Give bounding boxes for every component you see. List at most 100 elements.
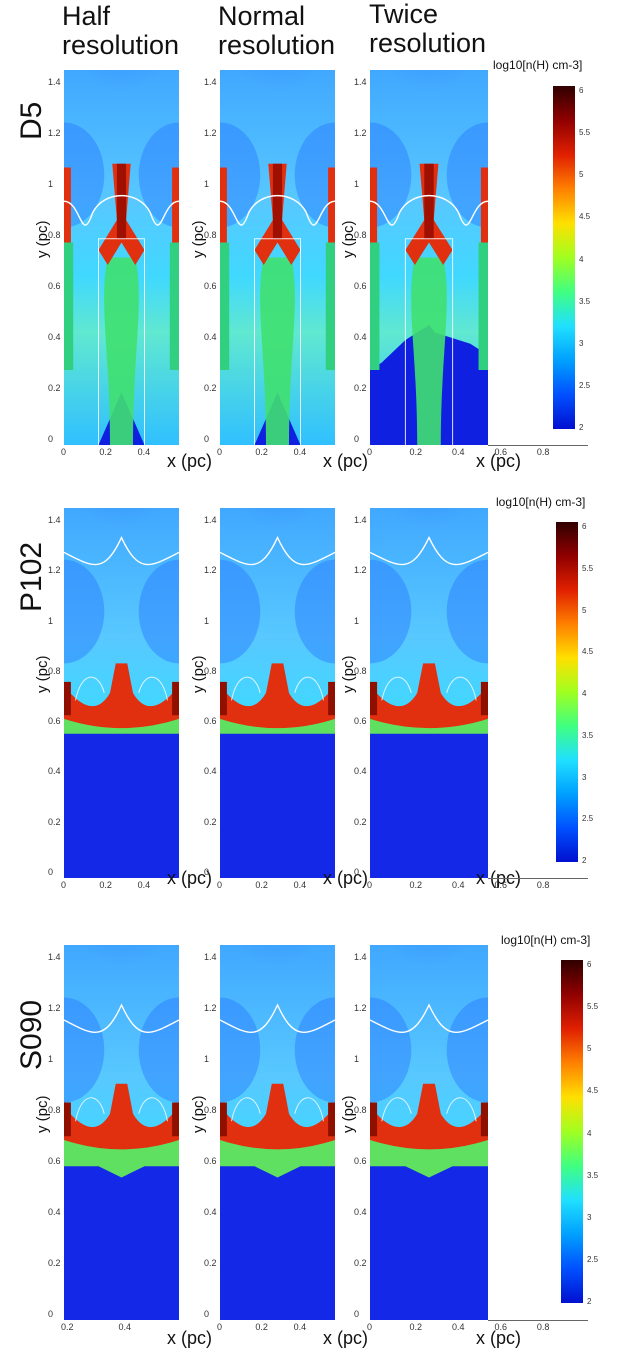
edge-clump-left: [220, 1102, 227, 1137]
y-axis-label: y (pc): [190, 1095, 207, 1133]
x-tick-label: 0.6: [494, 447, 507, 457]
x-axis-label: x (pc): [323, 868, 368, 888]
y-axis-label: y (pc): [190, 220, 207, 258]
y-tick-label: 1.4: [204, 515, 217, 525]
x-axis-extension: [488, 445, 588, 446]
shock-arc-right: [138, 997, 179, 1103]
y-tick-label: 1.2: [354, 565, 367, 576]
x-tick-label: 0: [367, 447, 373, 457]
dense-region: [370, 1166, 488, 1320]
y-axis-label: y (pc): [34, 220, 51, 258]
density-map-row0-col1: [220, 70, 335, 445]
shock-arc: [225, 945, 330, 1020]
edge-clump-right: [328, 681, 335, 716]
shock-arc-right: [446, 559, 488, 664]
shock-arc-right: [446, 997, 488, 1103]
x-axis-label: x (pc): [323, 451, 368, 471]
y-tick-label: 1.2: [48, 565, 61, 576]
y-tick-label: 1.4: [354, 515, 367, 525]
colorbar: [561, 960, 583, 1303]
y-tick-label: 1: [354, 1054, 360, 1064]
y-tick-label: 0.6: [204, 716, 217, 727]
contour-line: [64, 194, 179, 226]
density-map-row2-col2: [370, 945, 488, 1320]
contour-line: [220, 194, 335, 226]
y-tick-label: 1.4: [354, 77, 367, 87]
y-tick-label: 0: [48, 867, 54, 877]
edge-clump-right: [480, 1102, 488, 1137]
y-tick-label: 0.4: [354, 332, 367, 342]
y-tick-label: 0.4: [48, 332, 61, 342]
contour-line-inner: [254, 238, 301, 445]
colorbar-tick-label: 2: [587, 1297, 592, 1306]
contour-line: [370, 194, 488, 226]
y-tick-label: 0.4: [48, 1207, 61, 1217]
row-label-d5: D5: [15, 101, 48, 140]
side-pillar-left: [220, 242, 230, 370]
y-tick-label: 0: [354, 1309, 360, 1319]
colorbar: [556, 522, 578, 862]
contour-line-inner: [381, 676, 477, 701]
colorbar-tick-label: 3.5: [582, 730, 594, 740]
edge-clump-right: [172, 681, 179, 716]
y-tick-label: 0.4: [204, 332, 217, 342]
y-tick-label: 0.8: [354, 1105, 367, 1115]
colorbar-tick-label: 2.5: [579, 380, 591, 390]
y-tick-label: 0: [354, 434, 360, 444]
x-tick-label: 0.2: [409, 880, 422, 890]
shock-arc-right: [294, 559, 335, 664]
y-tick-label: 1: [204, 615, 210, 626]
y-tick-label: 0.8: [204, 665, 217, 676]
y-tick-label: 1.4: [204, 952, 217, 962]
shock-arc: [69, 70, 174, 145]
contour-line-inner: [75, 676, 168, 701]
x-tick-label: 0.4: [293, 880, 307, 890]
contour-line-inner: [75, 1097, 168, 1122]
y-tick-label: 0: [204, 1309, 210, 1319]
shock-arc: [375, 945, 483, 1020]
side-pillar-right-head: [480, 167, 488, 243]
x-tick-label: 0.4: [137, 447, 151, 457]
density-map-row1-col2: [370, 508, 488, 878]
side-pillar-left-head: [64, 167, 71, 243]
shock-arc-left: [64, 122, 105, 228]
colorbar-tick-label: 2: [582, 856, 587, 865]
x-tick-label: 0: [367, 1322, 373, 1332]
y-tick-label: 0.8: [48, 230, 61, 240]
y-tick-label: 1: [354, 179, 360, 189]
y-axis-label: y (pc): [340, 220, 357, 258]
colorbar-tick-label: 6: [587, 960, 592, 969]
y-tick-label: 0.6: [354, 716, 367, 727]
colorbar-tick-label: 4.5: [587, 1086, 599, 1096]
side-pillar-left: [64, 242, 74, 370]
x-tick-label: 0.4: [118, 1322, 132, 1332]
x-tick-label: 0.6: [494, 1322, 507, 1332]
ionization-front: [220, 1083, 335, 1150]
edge-clump-left: [220, 681, 227, 716]
colorbar-tick-label: 5.5: [587, 1002, 599, 1012]
dense-region: [220, 1166, 335, 1320]
y-axis-label: y (pc): [340, 1095, 357, 1133]
dense-region: [64, 733, 179, 878]
x-tick-label: 0: [217, 447, 223, 457]
y-tick-label: 0.2: [354, 816, 367, 827]
y-tick-label: 1.4: [204, 77, 217, 87]
side-pillar-left-head: [370, 167, 378, 243]
dense-region: [64, 1166, 179, 1320]
shock-arc-left: [370, 122, 412, 228]
y-tick-label: 0.6: [204, 1156, 217, 1166]
x-tick-label: 0.4: [137, 880, 151, 890]
edge-clump-right: [328, 1102, 335, 1137]
shock-arc-right: [138, 559, 179, 664]
x-tick-label: 0.2: [255, 1322, 268, 1332]
edge-clump-left: [370, 681, 378, 716]
shock-arc-right: [446, 122, 488, 228]
y-tick-label: 1.4: [48, 952, 61, 962]
edge-clump-left: [64, 681, 71, 716]
y-tick-label: 1: [354, 615, 360, 626]
y-tick-label: 1.2: [48, 1003, 61, 1013]
side-pillar-right: [169, 242, 179, 370]
colorbar-tick-label: 4.5: [579, 212, 591, 222]
y-tick-label: 0: [204, 434, 210, 444]
y-tick-label: 0.2: [354, 383, 367, 393]
